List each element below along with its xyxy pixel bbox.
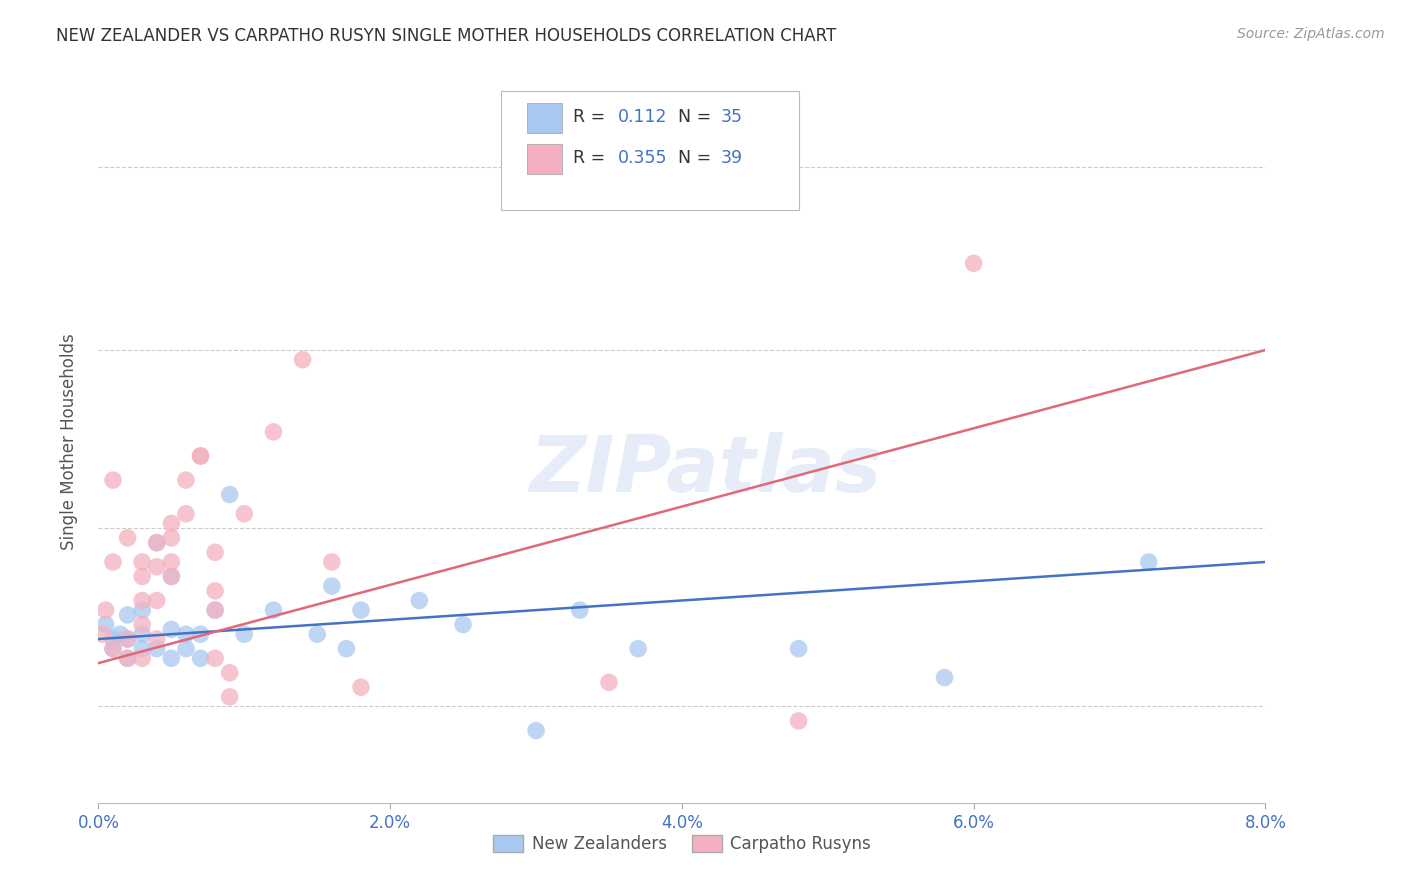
Point — [131, 641, 153, 656]
Point — [350, 680, 373, 694]
Point — [160, 516, 183, 531]
Point — [321, 555, 343, 569]
Text: R =: R = — [574, 149, 612, 168]
Point — [1137, 555, 1160, 569]
Point — [131, 627, 153, 641]
Point — [146, 632, 169, 646]
Text: 0.355: 0.355 — [617, 149, 668, 168]
Point — [160, 623, 183, 637]
Point — [146, 535, 169, 549]
Point — [962, 256, 984, 270]
Point — [190, 627, 212, 641]
FancyBboxPatch shape — [527, 103, 562, 133]
Point — [146, 559, 169, 574]
Point — [160, 651, 183, 665]
Point — [321, 579, 343, 593]
Point — [190, 651, 212, 665]
Point — [101, 641, 124, 656]
Point — [160, 531, 183, 545]
Text: NEW ZEALANDER VS CARPATHO RUSYN SINGLE MOTHER HOUSEHOLDS CORRELATION CHART: NEW ZEALANDER VS CARPATHO RUSYN SINGLE M… — [56, 27, 837, 45]
Point — [218, 487, 240, 501]
Point — [524, 723, 547, 738]
Point — [91, 627, 114, 641]
Text: N =: N = — [666, 108, 717, 126]
Text: R =: R = — [574, 108, 612, 126]
Point — [101, 473, 124, 487]
Point — [204, 651, 226, 665]
Text: 35: 35 — [720, 108, 742, 126]
Point — [451, 617, 474, 632]
Point — [204, 603, 226, 617]
Point — [204, 603, 226, 617]
Point — [233, 507, 256, 521]
Point — [117, 651, 139, 665]
Point — [598, 675, 620, 690]
Point — [101, 641, 124, 656]
Point — [934, 671, 956, 685]
Text: ZIPatlas: ZIPatlas — [529, 433, 882, 508]
Point — [117, 632, 139, 646]
Text: N =: N = — [666, 149, 717, 168]
Point — [117, 632, 139, 646]
Text: Source: ZipAtlas.com: Source: ZipAtlas.com — [1237, 27, 1385, 41]
Point — [568, 603, 591, 617]
Point — [131, 617, 153, 632]
Point — [218, 690, 240, 704]
Point — [262, 603, 284, 617]
FancyBboxPatch shape — [527, 144, 562, 174]
Point — [204, 583, 226, 598]
Point — [131, 569, 153, 583]
Point — [146, 641, 169, 656]
Point — [190, 449, 212, 463]
Point — [117, 531, 139, 545]
Point — [94, 603, 117, 617]
Point — [174, 473, 197, 487]
FancyBboxPatch shape — [501, 91, 799, 211]
Point — [408, 593, 430, 607]
Point — [117, 651, 139, 665]
Text: 39: 39 — [720, 149, 742, 168]
Point — [627, 641, 650, 656]
Point — [146, 535, 169, 549]
Point — [350, 603, 373, 617]
Point — [160, 569, 183, 583]
Point — [174, 641, 197, 656]
Legend: New Zealanders, Carpatho Rusyns: New Zealanders, Carpatho Rusyns — [486, 828, 877, 860]
Point — [94, 617, 117, 632]
Point — [204, 545, 226, 559]
Y-axis label: Single Mother Households: Single Mother Households — [59, 334, 77, 549]
Point — [101, 555, 124, 569]
Point — [131, 555, 153, 569]
Point — [160, 569, 183, 583]
Point — [174, 627, 197, 641]
Point — [262, 425, 284, 439]
Point — [233, 627, 256, 641]
Point — [307, 627, 329, 641]
Point — [110, 627, 132, 641]
Point — [117, 607, 139, 622]
Point — [174, 507, 197, 521]
Point — [335, 641, 357, 656]
Point — [291, 352, 314, 367]
Point — [218, 665, 240, 680]
Point — [146, 593, 169, 607]
Point — [131, 593, 153, 607]
Point — [190, 449, 212, 463]
Point — [131, 651, 153, 665]
Point — [787, 714, 810, 728]
Point — [101, 632, 124, 646]
Point — [160, 555, 183, 569]
Text: 0.112: 0.112 — [617, 108, 668, 126]
Point — [131, 603, 153, 617]
Point — [787, 641, 810, 656]
